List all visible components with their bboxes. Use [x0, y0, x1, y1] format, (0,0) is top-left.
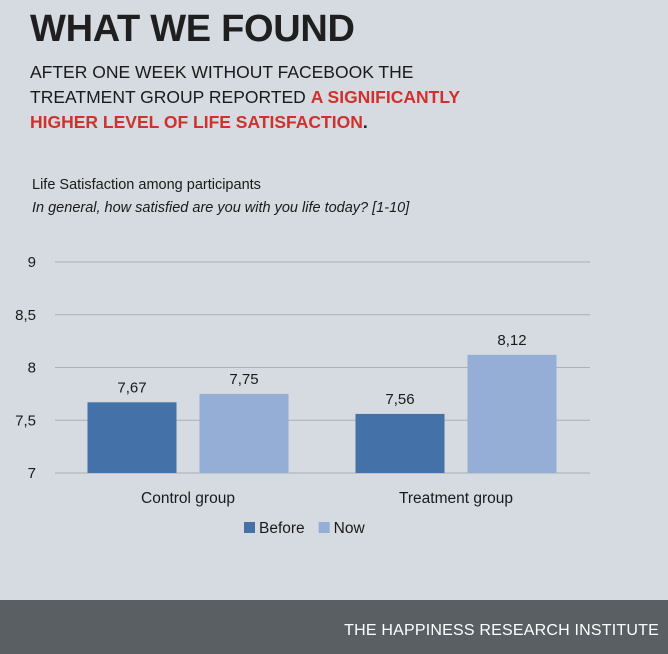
bar-now-1 [199, 393, 289, 473]
data-label: 7,67 [117, 379, 146, 396]
chart-subtitle: In general, how satisfied are you with y… [32, 200, 410, 216]
bar-before-2 [355, 413, 445, 473]
chart-title: Life Satisfaction among participants [32, 177, 261, 193]
lead-accent-1: A SIGNIFICANTLY [310, 87, 461, 107]
lead-accent-2: HIGHER LEVEL OF LIFE SATISFACTION [30, 112, 363, 132]
bar-chart: 7 7,5 8 8,5 9 7,67 7,75 Control group 7,56 8,12 Tr… [15, 254, 590, 537]
y-tick-label: 9 [28, 254, 36, 271]
lead-line-2: TREATMENT GROUP REPORTED [30, 87, 311, 107]
y-tick-label: 8,5 [15, 307, 36, 324]
x-tick-label: Treatment group [399, 490, 513, 507]
bar-before-1 [87, 402, 177, 473]
bar-now-2 [467, 354, 557, 473]
footer-text: THE HAPPINESS RESEARCH INSTITUTE [344, 622, 659, 639]
headline: WHAT WE FOUND [30, 8, 355, 50]
footer: THE HAPPINESS RESEARCH INSTITUTE [0, 600, 668, 654]
lead-line-1: AFTER ONE WEEK WITHOUT FACEBOOK THE [30, 62, 414, 82]
legend-swatch-now [318, 522, 330, 533]
y-tick-label: 7,5 [15, 412, 36, 429]
y-tick-label: 8 [28, 360, 36, 377]
lead-end: . [362, 112, 368, 132]
x-tick-label: Control group [141, 490, 235, 507]
lead-text: AFTER ONE WEEK WITHOUT FACEBOOK THE TREA… [30, 60, 630, 135]
y-tick-label: 7 [28, 465, 36, 482]
data-label: 7,75 [229, 371, 258, 388]
data-label: 7,56 [385, 391, 414, 408]
legend-label-before: Before [259, 520, 305, 537]
legend-label-now: Now [334, 520, 366, 537]
legend-swatch-before [244, 522, 255, 533]
data-label: 8,12 [497, 332, 526, 349]
